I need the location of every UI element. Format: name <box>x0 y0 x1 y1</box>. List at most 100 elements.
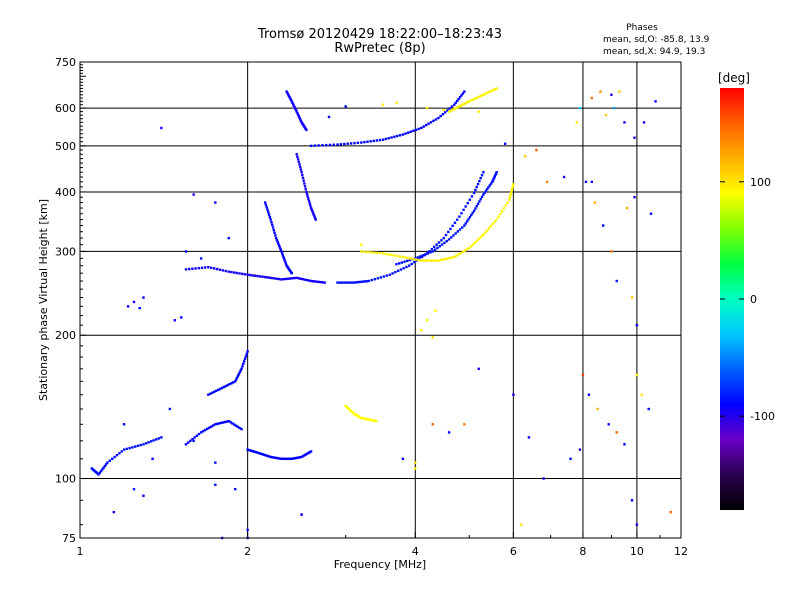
echo-point <box>263 275 267 279</box>
echo-point <box>266 454 269 458</box>
echo-point <box>416 256 419 259</box>
echo-point <box>450 236 453 239</box>
echo-point <box>199 257 203 260</box>
echo-point <box>294 108 298 112</box>
echo-point <box>447 110 451 113</box>
echo-point <box>243 273 247 276</box>
echo-point <box>633 136 636 139</box>
echo-point <box>269 455 272 459</box>
echo-point <box>209 392 212 395</box>
echo-point <box>138 306 141 310</box>
echo-point <box>291 103 295 106</box>
echo-point <box>463 102 467 105</box>
echo-point <box>212 267 216 270</box>
echo-point <box>461 250 465 254</box>
echo-point <box>596 407 599 411</box>
echo-point <box>407 264 411 267</box>
echo-point <box>283 260 287 263</box>
echo-point <box>640 393 643 396</box>
echo-point <box>610 93 613 96</box>
echo-point <box>157 437 161 440</box>
echo-point <box>336 281 339 284</box>
echo-point <box>396 269 400 273</box>
echo-point <box>208 426 211 429</box>
echo-point <box>458 215 461 218</box>
echo-point <box>432 119 435 123</box>
echo-point <box>468 100 471 103</box>
echo-point <box>242 360 246 363</box>
echo-point <box>339 143 343 146</box>
echo-point <box>315 280 319 283</box>
x-tick-label: 6 <box>510 545 517 558</box>
echo-point <box>590 96 594 100</box>
echo-point <box>142 296 145 299</box>
echo-point <box>360 243 363 246</box>
echo-point <box>474 241 477 244</box>
echo-point <box>647 407 650 411</box>
echo-point <box>248 448 251 452</box>
echo-point <box>280 252 284 255</box>
echo-point <box>370 278 373 282</box>
echo-point <box>220 386 224 390</box>
echo-point <box>283 258 286 261</box>
echo-point <box>455 254 458 257</box>
echo-point <box>448 107 451 110</box>
echo-point <box>125 447 129 451</box>
echo-point <box>509 192 513 195</box>
echo-point <box>581 373 585 377</box>
echo-point <box>200 266 204 270</box>
echo-point <box>453 255 456 259</box>
echo-point <box>393 254 396 257</box>
echo-point <box>224 269 228 273</box>
echo-point <box>299 118 302 121</box>
echo-point <box>173 319 177 322</box>
echo-point <box>406 131 410 134</box>
echo-point <box>420 126 423 130</box>
echo-point <box>328 143 332 147</box>
echo-point <box>615 279 618 283</box>
echo-point <box>381 252 385 255</box>
echo-point <box>454 232 457 235</box>
echo-point <box>404 256 407 259</box>
echo-point <box>277 457 280 460</box>
echo-point <box>460 212 463 215</box>
echo-point <box>506 201 509 204</box>
echo-point <box>187 267 191 271</box>
echo-point <box>184 443 188 446</box>
echo-point <box>382 275 385 278</box>
echo-point <box>215 267 219 271</box>
echo-point <box>361 280 364 283</box>
echo-point <box>203 266 207 269</box>
echo-point <box>504 204 507 207</box>
echo-point <box>510 187 514 190</box>
echo-point <box>305 128 308 132</box>
echo-point <box>303 185 307 188</box>
echo-point <box>421 254 424 257</box>
echo-point <box>472 209 476 213</box>
echo-point <box>447 230 450 234</box>
echo-point <box>485 229 489 232</box>
echo-point <box>300 513 303 516</box>
echo-point <box>654 100 657 103</box>
echo-point <box>246 350 249 353</box>
echo-point <box>450 105 454 108</box>
echo-point <box>286 91 289 95</box>
echo-point <box>466 201 469 205</box>
echo-point <box>493 175 497 178</box>
echo-point <box>231 422 234 425</box>
echo-point <box>545 180 549 184</box>
echo-point <box>192 439 195 443</box>
echo-point <box>458 96 462 99</box>
echo-point <box>122 423 126 426</box>
echo-point <box>280 457 283 461</box>
echo-point <box>358 280 362 284</box>
echo-point <box>272 228 276 232</box>
echo-point <box>218 387 222 391</box>
echo-point <box>435 243 438 246</box>
echo-point <box>475 205 478 208</box>
echo-point <box>303 278 307 281</box>
echo-point <box>216 422 219 426</box>
echo-point <box>375 251 379 255</box>
echo-point <box>191 267 194 270</box>
